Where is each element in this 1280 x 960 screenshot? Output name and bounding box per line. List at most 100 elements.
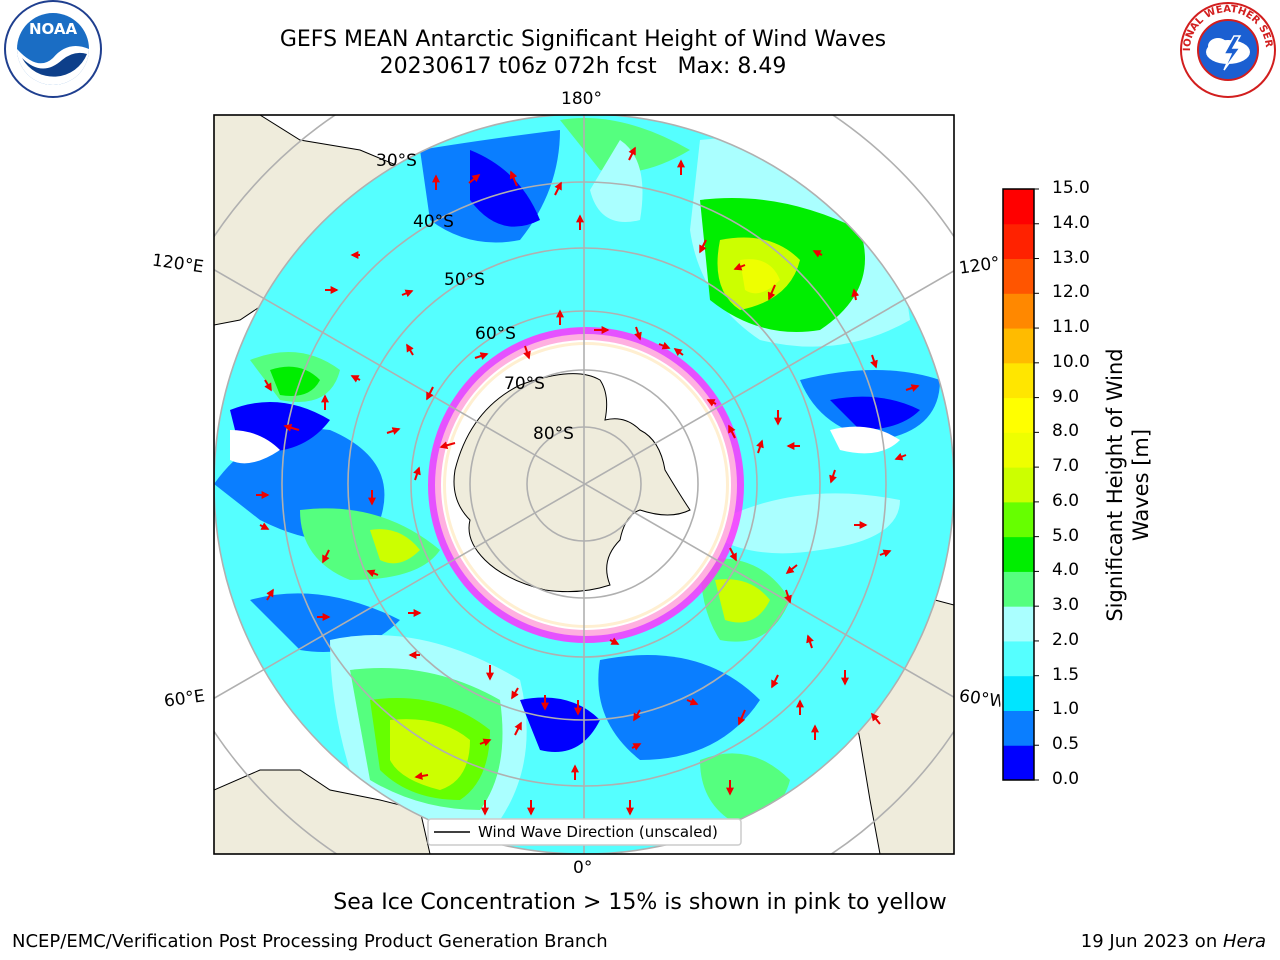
- sea-ice-caption: Sea Ice Concentration > 15% is shown in …: [333, 890, 947, 915]
- wave-direction-arrow: [784, 589, 792, 604]
- wave-direction-arrow: [523, 345, 531, 360]
- colorbar-segment: [1003, 467, 1034, 503]
- wave-direction-arrow: [386, 427, 401, 435]
- colorbar-tick-label: 3.0: [1052, 595, 1080, 616]
- lat-label-40s: 40°S: [413, 212, 454, 232]
- wave-direction-arrow: [806, 634, 814, 649]
- wave-direction-arrow: [756, 439, 764, 454]
- wave-direction-arrow: [658, 341, 671, 350]
- wave-direction-arrow: [479, 738, 492, 747]
- colorbar-segment: [1003, 745, 1034, 781]
- antarctica-landmass: [453, 373, 691, 593]
- colorbar-segment: [1003, 223, 1034, 260]
- colorbar-tick-label: 4.0: [1052, 560, 1080, 581]
- colorbar-segment: [1003, 397, 1034, 433]
- legend-label: Wind Wave Direction (unscaled): [478, 823, 718, 841]
- footer-date-text: 19 Jun 2023 on: [1080, 931, 1223, 952]
- africa-landmass: [214, 769, 431, 854]
- colorbar-segment: [1003, 675, 1034, 711]
- nws-logo-icon: NATIONAL WEATHER SERVICE: [1178, 0, 1276, 98]
- title-line-2: 20230617 t06z 072h fcst Max: 8.49: [379, 54, 787, 79]
- colorbar-tick-label: 9.0: [1052, 386, 1080, 407]
- colorbar-segment: [1003, 710, 1034, 746]
- lat-label-30s: 30°S: [376, 151, 417, 171]
- wave-direction-arrow: [413, 466, 421, 481]
- colorbar-segment: [1003, 571, 1034, 607]
- wave-direction-arrow: [812, 250, 823, 258]
- colorbar-tick-label: 13.0: [1052, 247, 1090, 268]
- wave-direction-arrow: [634, 326, 642, 341]
- wave-direction-arrow: [511, 687, 519, 700]
- colorbar-segment: [1003, 328, 1034, 364]
- wave-direction-arrow: [633, 709, 641, 722]
- colorbar-tick-label: 14.0: [1052, 212, 1090, 233]
- wave-direction-arrow: [609, 637, 620, 645]
- title-line-1: GEFS MEAN Antarctic Significant Height o…: [279, 27, 887, 52]
- colorbar-tick-label: 0.5: [1052, 734, 1080, 755]
- colorbar-segment: [1003, 362, 1034, 399]
- colorbar-tick-label: 2.0: [1052, 629, 1080, 650]
- wave-direction-arrow: [514, 721, 522, 736]
- wave-direction-arrow: [322, 549, 330, 564]
- graticule: [214, 115, 954, 854]
- lon-label-180: 180°: [561, 89, 602, 109]
- wave-direction-arrow: [554, 181, 562, 196]
- wind-wave-legend: Wind Wave Direction (unscaled): [427, 818, 742, 846]
- lon-label-0: 0°: [573, 858, 593, 878]
- colorbar-tick-label: 6.0: [1052, 490, 1080, 511]
- lat-label-80s: 80°S: [533, 424, 574, 444]
- footer-branch: NCEP/EMC/Verification Post Processing Pr…: [12, 931, 608, 952]
- wave-direction-arrow: [401, 289, 414, 298]
- wave-direction-arrow: [283, 423, 300, 432]
- lat-label-70s: 70°S: [504, 374, 545, 394]
- chart-title: GEFS MEAN Antarctic Significant Height o…: [0, 26, 1166, 80]
- lat-label-60s: 60°S: [475, 324, 516, 344]
- wave-direction-arrow: [733, 262, 746, 271]
- wave-direction-arrow: [350, 375, 361, 383]
- colorbar-segment: [1003, 432, 1034, 468]
- wave-direction-arrow: [474, 352, 489, 360]
- colorbar-segment: [1003, 606, 1034, 642]
- wave-direction-arrow: [366, 569, 379, 578]
- footer-machine: Hera: [1222, 931, 1266, 952]
- wave-direction-arrow: [879, 549, 892, 558]
- colorbar-segment: [1003, 293, 1034, 329]
- colorbar-title: Significant Height of Wind Waves [m]: [1103, 348, 1153, 622]
- wave-direction-arrow: [728, 424, 736, 439]
- wave-direction-arrow: [509, 170, 518, 187]
- colorbar-tick-label: 1.5: [1052, 664, 1080, 685]
- wave-direction-arrow: [851, 288, 860, 301]
- wave-direction-arrow: [628, 146, 636, 161]
- colorbar-segment: [1003, 501, 1034, 538]
- colorbar-frame: [1002, 188, 1035, 781]
- wave-direction-arrow: [631, 743, 642, 751]
- wave-direction-arrow: [905, 384, 920, 392]
- wave-direction-arrow: [870, 354, 878, 369]
- wave-direction-arrow: [729, 547, 737, 562]
- colorbar: [1002, 188, 1039, 781]
- wave-direction-arrow: [673, 348, 684, 357]
- wave-direction-arrow: [439, 441, 456, 450]
- wave-direction-arrow: [785, 564, 798, 574]
- wave-direction-arrow: [737, 709, 746, 726]
- colorbar-tick-label: 10.0: [1052, 351, 1090, 372]
- colorbar-segment: [1003, 536, 1034, 572]
- colorbar-tick-label: 5.0: [1052, 525, 1080, 546]
- wave-direction-arrow: [686, 697, 699, 706]
- colorbar-tick-label: 1.0: [1052, 699, 1080, 720]
- colorbar-tick-label: 12.0: [1052, 282, 1090, 303]
- lat-label-50s: 50°S: [444, 270, 485, 290]
- colorbar-segment: [1003, 640, 1034, 677]
- colorbar-tick-label: 0.0: [1052, 769, 1080, 789]
- colorbar-tick-label: 8.0: [1052, 421, 1080, 442]
- wave-direction-arrow: [829, 469, 837, 484]
- colorbar-tick-label: 7.0: [1052, 456, 1080, 477]
- wave-direction-arrow: [426, 386, 434, 401]
- wave-direction-arrow: [699, 239, 707, 254]
- wave-direction-arrow: [264, 379, 272, 392]
- wind-wave-arrows: [256, 146, 920, 816]
- wave-direction-arrow: [767, 284, 776, 301]
- wave-direction-arrow: [266, 588, 274, 601]
- map-frame: [213, 114, 955, 855]
- footer-date: 19 Jun 2023 on Hera: [1081, 931, 1266, 952]
